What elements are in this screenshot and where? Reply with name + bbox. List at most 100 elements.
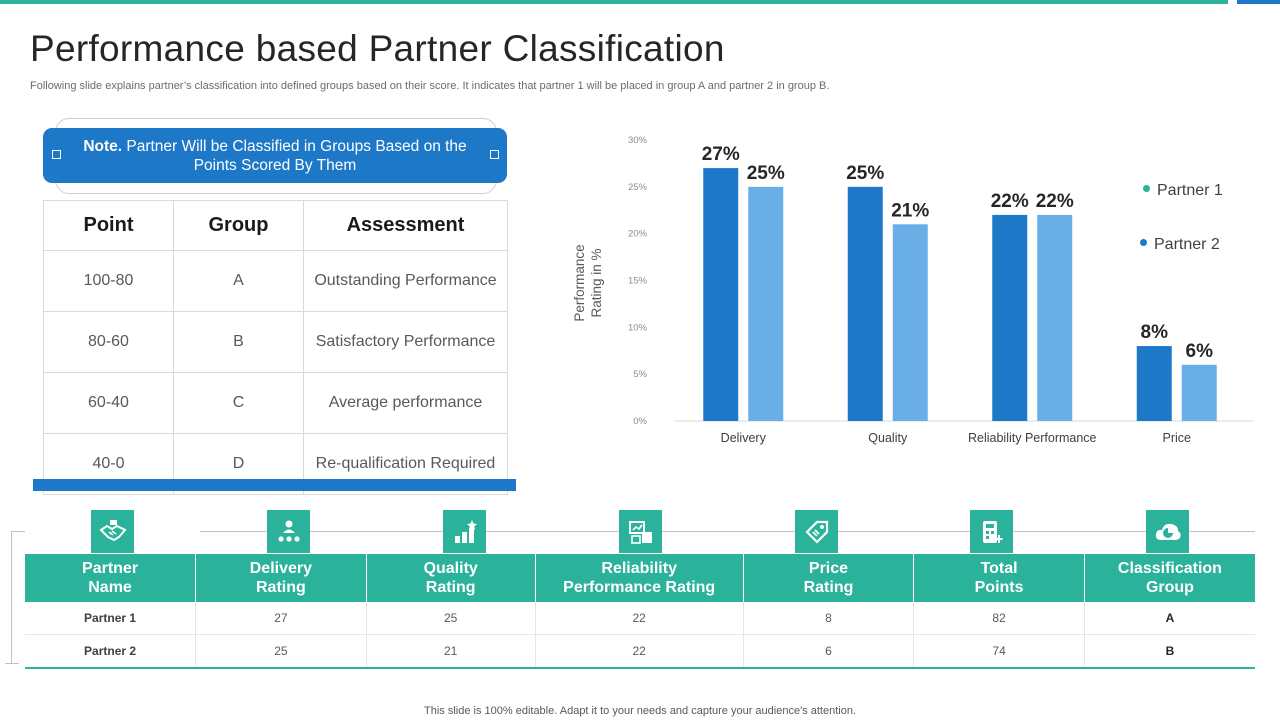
score-header-partner-name: Partner Name xyxy=(25,554,196,602)
score-table-header-row: Partner Name Delivery Rating Quality Rating… xyxy=(25,554,1255,602)
bar-2 xyxy=(1037,214,1073,421)
table-row: 80-60 B Satisfactory Performance xyxy=(43,311,508,373)
score-table: Partner Name Delivery Rating Quality Rating… xyxy=(25,554,1255,669)
grade-header-assessment: Assessment xyxy=(303,200,508,251)
score-header-quality-rating: Quality Rating xyxy=(365,554,536,602)
top-accent-bar-blue xyxy=(1237,0,1280,4)
score-header-reliability-rating: Reliability Performance Rating xyxy=(534,554,744,602)
calculator-icon xyxy=(970,510,1013,553)
page-title: Performance based Partner Classification xyxy=(30,28,725,69)
x-tick-label: Delivery xyxy=(721,431,767,445)
score-cell-total: 82 xyxy=(913,602,1085,635)
grade-header-point: Point xyxy=(43,200,174,251)
score-header-delivery-rating: Delivery Rating xyxy=(195,554,367,602)
score-header-classification-group: Classification Group xyxy=(1083,554,1255,602)
legend-item-partner-1: Partner 1 xyxy=(1143,182,1223,200)
note-text: Partner Will be Classified in Groups Bas… xyxy=(122,137,467,174)
score-cell-group: B xyxy=(1083,634,1255,669)
note-label: Note. xyxy=(83,137,123,155)
legend-label-partner-1: Partner 1 xyxy=(1157,182,1223,199)
bar-2 xyxy=(1181,364,1217,421)
grade-cell-point: 60-40 xyxy=(43,372,174,434)
x-tick-label: Price xyxy=(1163,431,1192,445)
header-line: Classification xyxy=(1117,560,1222,577)
connector-line xyxy=(200,531,1255,532)
bar-1 xyxy=(703,168,739,421)
y-tick-label: 15% xyxy=(628,276,648,287)
cloud-pie-icon xyxy=(1146,510,1189,553)
bracket-line xyxy=(11,531,12,664)
score-cell-price: 6 xyxy=(742,634,914,669)
data-label: 6% xyxy=(1186,341,1214,362)
bar-1 xyxy=(847,186,883,421)
score-cell-group: A xyxy=(1083,602,1255,635)
price-tag-icon xyxy=(795,510,838,553)
y-tick-label: 30% xyxy=(628,135,648,146)
legend-dot-partner-2 xyxy=(1140,239,1147,247)
data-label: 21% xyxy=(891,200,929,221)
table-row: 100-80 A Outstanding Performance xyxy=(43,250,508,312)
table-row: Partner 1 27 25 22 8 82 A xyxy=(25,602,1255,635)
grade-table-header-row: Point Group Assessment xyxy=(43,200,508,251)
score-header-price-rating: Price Rating xyxy=(742,554,914,602)
x-tick-label: Quality xyxy=(868,431,908,445)
score-cell-partner-name: Partner 2 xyxy=(25,634,196,669)
bracket-line xyxy=(11,531,25,532)
handshake-icon xyxy=(91,510,134,553)
data-label: 8% xyxy=(1141,322,1169,343)
page-subtitle: Following slide explains partner’s class… xyxy=(30,80,830,92)
note-callout: Note. Partner Will be Classified in Grou… xyxy=(43,128,507,183)
header-line: Delivery xyxy=(249,560,313,577)
header-line: Total xyxy=(980,560,1018,577)
y-tick-label: 20% xyxy=(628,229,648,240)
y-tick-label: 5% xyxy=(633,369,647,380)
grade-cell-point: 100-80 xyxy=(43,250,174,312)
reliability-chart-icon xyxy=(619,510,662,553)
grade-cell-assessment: Outstanding Performance xyxy=(303,250,508,312)
y-tick-label: 25% xyxy=(628,182,648,193)
data-label: 25% xyxy=(846,163,884,184)
grade-header-group: Group xyxy=(173,200,304,251)
bar-2 xyxy=(892,224,928,421)
data-label: 22% xyxy=(1036,191,1074,212)
table-row: 60-40 C Average performance xyxy=(43,372,508,434)
y-tick-label: 10% xyxy=(628,322,648,333)
grade-table-base-bar xyxy=(33,479,516,491)
bar-1 xyxy=(1136,346,1172,421)
grade-cell-point: 80-60 xyxy=(43,311,174,373)
header-line: Partner xyxy=(82,560,139,577)
grade-cell-assessment: Satisfactory Performance xyxy=(303,311,508,373)
score-cell-total: 74 xyxy=(913,634,1085,669)
grade-cell-group: C xyxy=(173,372,304,434)
bar-2 xyxy=(748,186,784,421)
legend-item-partner-2: Partner 2 xyxy=(1140,236,1220,254)
score-cell-quality: 25 xyxy=(365,602,536,635)
legend-dot-partner-1 xyxy=(1143,185,1150,193)
header-line: Rating xyxy=(425,579,476,596)
header-line: Price xyxy=(808,560,849,577)
header-line: Performance Rating xyxy=(563,579,716,596)
header-line: Group xyxy=(1145,579,1194,596)
grade-cell-group: B xyxy=(173,311,304,373)
score-cell-reliability: 22 xyxy=(534,602,744,635)
resize-handle-right[interactable] xyxy=(489,149,500,160)
table-row: Partner 2 25 21 22 6 74 B xyxy=(25,634,1255,669)
data-label: 22% xyxy=(991,191,1029,212)
score-cell-partner-name: Partner 1 xyxy=(25,602,196,635)
score-cell-quality: 21 xyxy=(365,634,536,669)
score-header-total-points: Total Points xyxy=(913,554,1085,602)
grade-cell-assessment: Average performance xyxy=(303,372,508,434)
score-cell-reliability: 22 xyxy=(534,634,744,669)
score-cell-price: 8 xyxy=(742,602,914,635)
grade-cell-group: A xyxy=(173,250,304,312)
header-line: Points xyxy=(974,579,1024,596)
header-line: Name xyxy=(88,579,132,596)
score-cell-delivery: 25 xyxy=(195,634,367,669)
top-accent-bar-teal xyxy=(0,0,1228,4)
data-label: 25% xyxy=(747,163,785,184)
y-tick-label: 0% xyxy=(633,416,647,427)
header-line: Rating xyxy=(803,579,854,596)
resize-handle-left[interactable] xyxy=(51,149,62,160)
header-line: Quality xyxy=(423,560,478,577)
bracket-line xyxy=(5,663,19,664)
